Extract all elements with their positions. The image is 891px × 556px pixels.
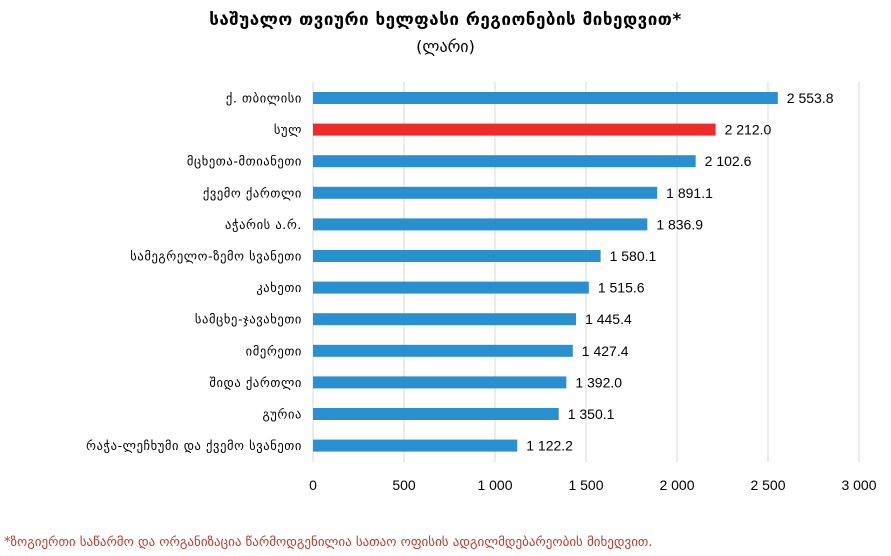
x-tick-label: 1 500 xyxy=(568,477,603,493)
x-tick-label: 1 000 xyxy=(477,477,512,493)
category-label: მცხეთა-მთიანეთი xyxy=(187,154,302,169)
value-label: 1 836.9 xyxy=(656,216,703,232)
gridlines xyxy=(313,82,859,462)
value-label: 1 580.1 xyxy=(610,248,657,264)
category-label: შიდა ქართლი xyxy=(209,375,302,390)
value-label: 1 515.6 xyxy=(598,280,645,296)
value-label: 1 392.0 xyxy=(575,374,622,390)
footnote: *ზოგიერთი საწარმო და ორგანიზაცია წარმოდგ… xyxy=(4,535,652,550)
value-label: 1 445.4 xyxy=(585,311,632,327)
bar xyxy=(313,408,559,420)
category-label: აჭარის ა.რ. xyxy=(225,217,302,232)
x-tick-label: 0 xyxy=(309,477,317,493)
value-label: 2 102.6 xyxy=(705,153,752,169)
x-tick-label: 3 000 xyxy=(841,477,876,493)
bar xyxy=(313,282,589,294)
value-label: 1 427.4 xyxy=(582,343,629,359)
category-label: სამცხე-ჯავახეთი xyxy=(195,312,302,327)
bar xyxy=(313,218,647,230)
bar xyxy=(313,345,573,357)
value-label: 1 122.2 xyxy=(526,438,573,454)
category-label: გურია xyxy=(262,407,302,422)
value-label: 1 891.1 xyxy=(666,185,713,201)
category-label: სულ xyxy=(274,122,302,137)
bar xyxy=(313,92,778,104)
category-label: რაჭა-ლეჩხუმი და ქვემო სვანეთი xyxy=(86,438,302,453)
bar xyxy=(313,124,716,136)
category-label: ქ. თბილისი xyxy=(226,91,302,106)
category-label: სამეგრელო-ზემო სვანეთი xyxy=(130,249,302,264)
value-label: 2 553.8 xyxy=(787,90,834,106)
category-labels: ქ. თბილისი სულ მცხეთა-მთიანეთი ქვემო ქართლი… xyxy=(86,91,302,454)
bar xyxy=(313,155,696,167)
bar xyxy=(313,313,576,325)
bar-chart: ქ. თბილისი სულ მცხეთა-მთიანეთი ქვემო ქართლი… xyxy=(0,0,891,530)
category-label: იმერეთი xyxy=(246,343,302,358)
value-label: 2 212.0 xyxy=(725,122,772,138)
bars xyxy=(313,92,778,452)
category-label: ქვემო ქართლი xyxy=(203,185,302,200)
category-label: კახეთი xyxy=(256,280,302,295)
value-label: 1 350.1 xyxy=(568,406,615,422)
x-tick-label: 2 500 xyxy=(750,477,785,493)
bar xyxy=(313,187,657,199)
x-axis-tick-labels: 0 500 1 000 1 500 2 000 2 500 3 000 xyxy=(309,477,877,493)
x-tick-label: 500 xyxy=(392,477,416,493)
value-labels: 2 553.8 2 212.0 2 102.6 1 891.1 1 836.9 1 580… xyxy=(526,90,833,454)
bar xyxy=(313,376,566,388)
bar xyxy=(313,440,517,452)
bar xyxy=(313,250,601,262)
x-tick-label: 2 000 xyxy=(659,477,694,493)
